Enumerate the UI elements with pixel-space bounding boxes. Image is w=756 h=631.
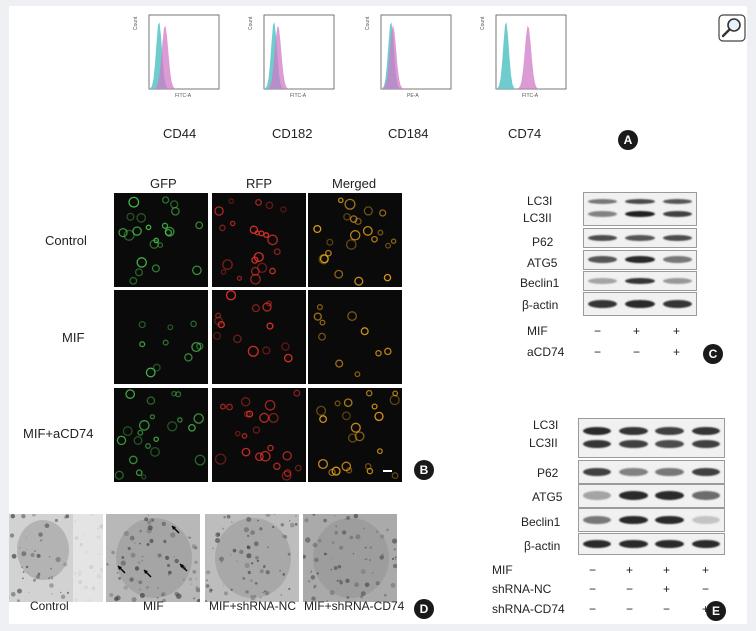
histogram-x-label-2: FITC-A <box>290 93 307 99</box>
sign-e-mif-4: + <box>702 563 710 577</box>
sign-c-mif-3: + <box>673 324 681 338</box>
condition-label-mif: MIF <box>527 324 548 338</box>
histogram-y-label-2: Count <box>248 16 254 30</box>
micrograph-mif-acd74-gfp <box>114 388 208 482</box>
histogram-2 <box>258 13 336 103</box>
em-image-mif <box>106 514 200 602</box>
sign-c-mif-1: − <box>594 324 602 338</box>
micrograph-mif-acd74-rfp <box>212 388 306 482</box>
protein-label-e-atg5: ATG5 <box>532 490 563 504</box>
blot-c-strip-5 <box>583 292 697 316</box>
blot-c-strip-2 <box>583 228 697 248</box>
blot-e-strip-3 <box>578 484 725 508</box>
micrograph-mif-gfp <box>114 290 208 384</box>
sign-c-acd74-3: + <box>673 345 681 359</box>
micrograph-mif-rfp <box>212 290 306 384</box>
protein-label-beclin1: Beclin1 <box>520 276 560 290</box>
blot-c-strip-3 <box>583 250 697 270</box>
sign-e-cd74-1: − <box>589 602 597 616</box>
em-image-mif-shrna-cd74 <box>303 514 397 602</box>
micrograph-control-merged <box>308 193 402 287</box>
histogram-1 <box>143 13 221 103</box>
em-label-mif-shrna-nc: MIF+shRNA-NC <box>209 599 297 613</box>
protein-label-lc3ii: LC3II <box>523 211 552 225</box>
histogram-y-label-4: Count <box>480 16 486 30</box>
panel-badge-b: B <box>414 460 434 480</box>
row-label-control: Control <box>45 233 87 248</box>
histogram-3 <box>375 13 453 103</box>
blot-e-strip-5 <box>578 533 725 555</box>
sign-e-nc-4: − <box>702 582 710 596</box>
column-label-rfp: RFP <box>246 176 272 191</box>
em-label-control: Control <box>30 599 69 613</box>
panel-badge-d: D <box>414 599 434 619</box>
em-label-mif: MIF <box>143 599 164 613</box>
histogram-x-label-1: FITC-A <box>175 93 192 99</box>
blot-c-strip-4 <box>583 271 697 291</box>
protein-label-e-lc3ii: LC3II <box>529 436 558 450</box>
condition-label-e-mif: MIF <box>492 563 513 577</box>
protein-label-e-p62: P62 <box>537 466 559 480</box>
sign-e-nc-1: − <box>589 582 597 596</box>
micrograph-mif-merged <box>308 290 402 384</box>
histogram-y-label-3: Count <box>365 16 371 30</box>
histogram-4 <box>490 13 568 103</box>
sign-e-mif-3: + <box>663 563 671 577</box>
protein-label-atg5: ATG5 <box>527 256 558 270</box>
sign-e-mif-2: + <box>626 563 634 577</box>
sign-c-acd74-2: − <box>633 345 641 359</box>
sign-e-cd74-2: − <box>626 602 634 616</box>
micrograph-control-gfp <box>114 193 208 287</box>
histogram-x-label-3: PE-A <box>407 93 419 99</box>
magnifier-icon[interactable] <box>718 14 746 42</box>
protein-label-e-beta-actin: β-actin <box>524 539 561 553</box>
panel-badge-c: C <box>703 344 723 364</box>
panel-badge-e: E <box>706 601 726 621</box>
condition-label-e-shrna-nc: shRNA-NC <box>492 582 552 596</box>
histogram-y-label-1: Count <box>133 16 139 30</box>
condition-label-acd74: aCD74 <box>527 345 565 359</box>
em-image-mif-shrna-nc <box>205 514 299 602</box>
row-label-mif-acd74: MIF+aCD74 <box>23 426 94 441</box>
micrograph-mif-acd74-merged <box>308 388 402 482</box>
condition-label-e-shrna-cd74: shRNA-CD74 <box>492 602 565 616</box>
blot-e-strip-4 <box>578 508 725 532</box>
blot-c-strip-1 <box>583 192 697 226</box>
scale-bar <box>383 470 392 472</box>
sign-c-acd74-1: − <box>594 345 602 359</box>
marker-label-cd74: CD74 <box>508 126 542 141</box>
marker-label-cd44: CD44 <box>163 126 197 141</box>
sign-c-mif-2: + <box>633 324 641 338</box>
protein-label-beta-actin: β-actin <box>522 298 559 312</box>
marker-label-cd184: CD184 <box>388 126 429 141</box>
marker-label-cd182: CD182 <box>272 126 313 141</box>
em-label-mif-shrna-cd74: MIF+shRNA-CD74 <box>304 599 405 613</box>
blot-e-strip-2 <box>578 460 725 484</box>
column-label-merged: Merged <box>332 176 377 191</box>
sign-e-nc-2: − <box>626 582 634 596</box>
column-label-gfp: GFP <box>150 176 177 191</box>
panel-badge-a: A <box>618 130 638 150</box>
protein-label-e-beclin1: Beclin1 <box>521 515 561 529</box>
row-label-mif: MIF <box>62 330 85 345</box>
sign-e-cd74-3: − <box>663 602 671 616</box>
micrograph-control-rfp <box>212 193 306 287</box>
protein-label-e-lc3i: LC3I <box>533 418 559 432</box>
sign-e-nc-3: + <box>663 582 671 596</box>
histogram-x-label-4: FITC-A <box>522 93 539 99</box>
protein-label-lc3i: LC3I <box>527 194 553 208</box>
blot-e-strip-1 <box>578 418 725 458</box>
protein-label-p62: P62 <box>532 235 554 249</box>
sign-e-cd74-4: + <box>702 602 709 616</box>
sign-e-mif-1: − <box>589 563 597 577</box>
em-image-control <box>9 514 103 602</box>
